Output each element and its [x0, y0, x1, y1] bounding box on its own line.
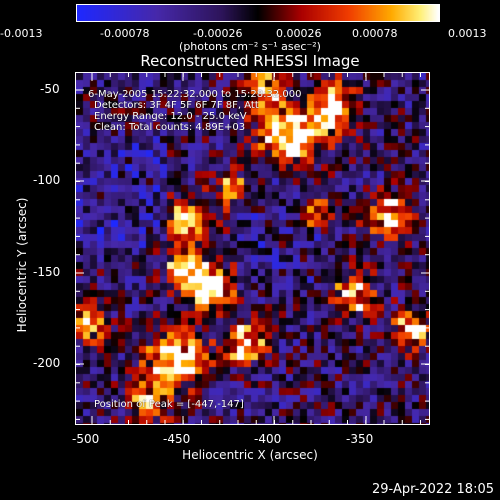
colorbar-tick-label: -0.0013 [0, 27, 43, 40]
y-tick-label: -150 [33, 265, 61, 279]
colorbar-tick-label: -0.00026 [193, 27, 243, 40]
info-detectors: Detectors: 3F 4F 5F 6F 7F 8F, Att [94, 100, 259, 111]
colorbar-tick-label: 0.00026 [276, 27, 322, 40]
x-tick-label: -350 [346, 432, 374, 446]
y-tick-label: -100 [33, 173, 61, 187]
colorbar-tick-label: 0.00078 [352, 27, 398, 40]
colorbar-units: (photons cm⁻² s⁻¹ asec⁻²) [179, 40, 321, 53]
colorbar-tick-label: -0.00078 [100, 27, 150, 40]
colorbar [76, 4, 440, 22]
plot-title: Reconstructed RHESSI Image [140, 52, 360, 70]
x-tick-label: -450 [163, 432, 191, 446]
image-plot: 6-May-2005 15:22:32.000 to 15:28:32.000 … [75, 72, 430, 425]
y-tick-label: -200 [33, 356, 61, 370]
peak-position: Position of Peak = [-447,-147] [94, 399, 244, 410]
info-time: 6-May-2005 15:22:32.000 to 15:28:32.000 [88, 89, 302, 100]
rhessi-image [76, 73, 429, 424]
x-tick-label: -500 [72, 432, 100, 446]
colorbar-gradient [77, 5, 439, 21]
info-clean: Clean: Total counts: 4.89E+03 [94, 122, 246, 133]
plot-date: 29-Apr-2022 18:05 [372, 482, 494, 497]
colorbar-tick-label: 0.0013 [448, 27, 487, 40]
x-axis-title: Heliocentric X (arcsec) [182, 448, 318, 462]
y-tick-label: -50 [40, 82, 60, 96]
x-tick-label: -400 [254, 432, 282, 446]
info-energy: Energy Range: 12.0 - 25.0 keV [94, 111, 247, 122]
y-axis-title: Heliocentric Y (arcsec) [15, 197, 29, 333]
